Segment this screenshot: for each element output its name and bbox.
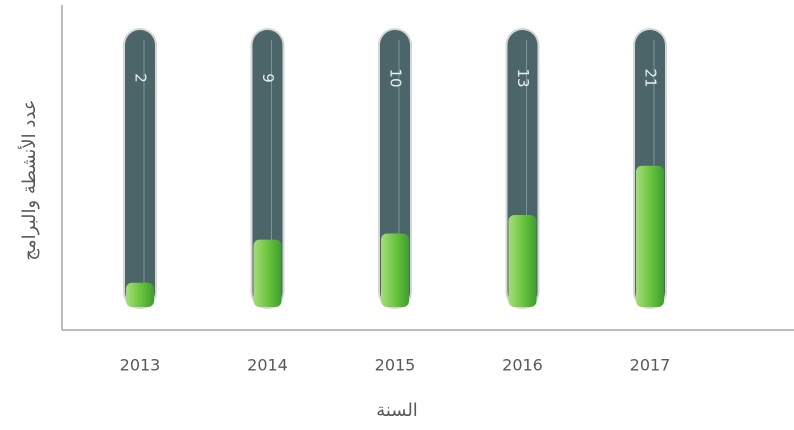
x-tick-label: 2014 xyxy=(247,356,288,375)
value-label: 9 xyxy=(259,73,277,83)
x-tick-label: 2016 xyxy=(502,356,543,375)
bar xyxy=(508,214,537,307)
bar xyxy=(126,282,154,307)
value-label: 2 xyxy=(132,73,150,83)
x-tick-label: 2017 xyxy=(630,356,671,375)
value-label: 13 xyxy=(514,68,532,87)
bar xyxy=(381,233,409,307)
value-label: 10 xyxy=(387,68,405,87)
tube-inner xyxy=(252,30,283,307)
y-axis-title: عدد الأنشطة والبرامج xyxy=(18,99,40,260)
x-axis-title: السنة xyxy=(376,400,418,421)
tube-inner xyxy=(125,30,155,307)
x-tick-label: 2015 xyxy=(375,356,416,375)
x-tick-label: 2013 xyxy=(120,356,161,375)
bar xyxy=(636,165,664,307)
bar xyxy=(253,239,282,307)
value-label: 21 xyxy=(642,68,660,87)
